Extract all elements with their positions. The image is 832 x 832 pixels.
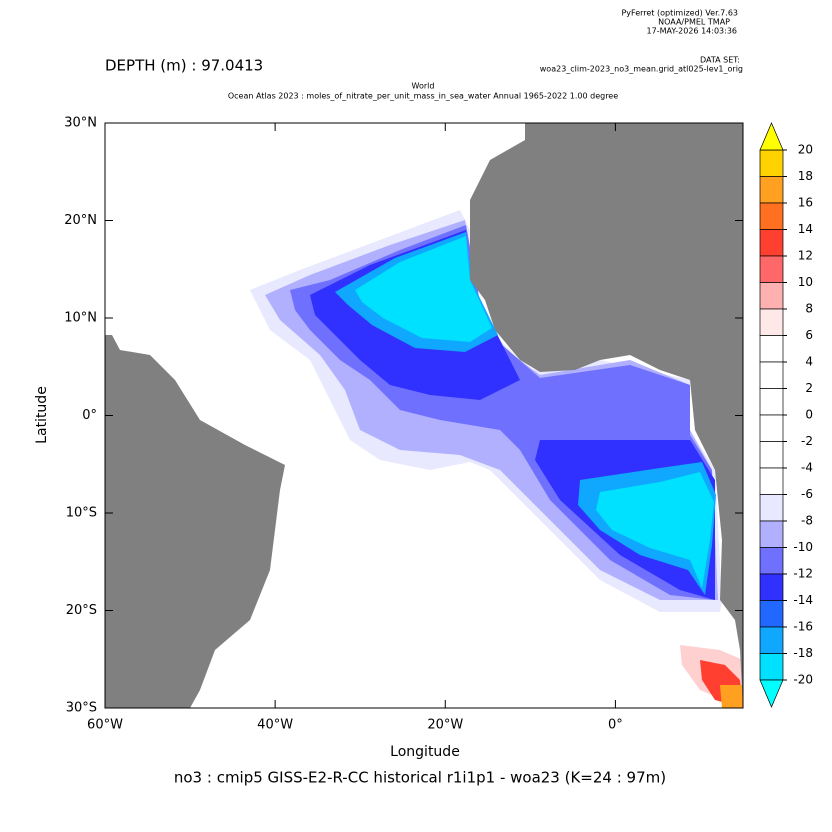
y-tick-label: 30°S xyxy=(66,701,97,716)
colorbar-box xyxy=(759,520,784,548)
colorbar-label: -6 xyxy=(801,487,813,501)
land xyxy=(105,123,743,708)
x-tick-label: 20°W xyxy=(427,718,463,733)
colorbar-box xyxy=(759,573,784,601)
colorbar-box xyxy=(759,414,784,442)
colorbar-box xyxy=(759,202,784,230)
software: PyFerret (optimized) Ver.7.63 xyxy=(621,9,738,18)
y-tick-label: 20°N xyxy=(64,213,97,228)
colorbar-label: 20 xyxy=(798,143,813,157)
colorbar-label: 16 xyxy=(798,196,813,210)
colorbar-box xyxy=(759,176,784,204)
colorbar-label: 8 xyxy=(805,302,813,316)
colorbar-box xyxy=(759,149,784,177)
south-america xyxy=(105,335,285,708)
colorbar-label: -16 xyxy=(793,620,813,634)
colorbar-box xyxy=(759,282,784,310)
colorbar-box xyxy=(759,547,784,575)
x-tick-label: 0° xyxy=(608,718,623,733)
colorbar-box xyxy=(759,600,784,628)
colorbar-label: -20 xyxy=(793,673,813,687)
field-region xyxy=(720,685,743,708)
x-tick-label: 40°W xyxy=(257,718,293,733)
y-tick-label: 10°N xyxy=(64,311,97,326)
colorbar-label: -2 xyxy=(801,434,813,448)
y-axis-label: Latitude xyxy=(34,386,50,444)
dataset: woa23_clim-2023_no3_mean.grid_atl025-lev… xyxy=(540,65,743,74)
colorbar-box xyxy=(759,441,784,469)
organization: NOAA/PMEL TMAP xyxy=(658,18,730,27)
colorbar-label: 18 xyxy=(798,169,813,183)
colorbar-label: -14 xyxy=(793,593,813,607)
colorbar-box xyxy=(759,653,784,681)
y-tick-label: 20°S xyxy=(66,603,97,618)
colorbar-box xyxy=(759,494,784,522)
colorbar-label: 2 xyxy=(805,381,813,395)
colorbar-label: 6 xyxy=(805,328,813,342)
colorbar-box xyxy=(759,467,784,495)
colorbar-label: -12 xyxy=(793,567,813,581)
colorbar-box xyxy=(759,361,784,389)
colorbar-label: 4 xyxy=(805,355,813,369)
colorbar-box xyxy=(759,626,784,654)
africa xyxy=(470,123,743,708)
title-line1: World xyxy=(412,82,435,91)
title-line2: Ocean Atlas 2023 : moles_of_nitrate_per_… xyxy=(228,92,618,101)
depth-label: DEPTH (m) : 97.0413 xyxy=(105,57,263,75)
y-tick-label: 30°N xyxy=(64,116,97,131)
y-tick-label: 10°S xyxy=(66,506,97,521)
colorbar-box xyxy=(759,308,784,336)
colorbar-label: 14 xyxy=(798,222,813,236)
colorbar-under xyxy=(759,679,784,708)
colorbar-over xyxy=(759,122,784,151)
field-region xyxy=(355,236,492,342)
colorbar-label: 10 xyxy=(798,275,813,289)
field-region xyxy=(596,472,714,588)
colorbar-label: -18 xyxy=(793,646,813,660)
field xyxy=(250,210,743,708)
colorbar-box xyxy=(759,335,784,363)
x-tick-label: 60°W xyxy=(87,718,123,733)
colorbar-label: 12 xyxy=(798,249,813,263)
y-tick-label: 0° xyxy=(82,408,97,423)
colorbar-box xyxy=(759,388,784,416)
colorbar-label: -8 xyxy=(801,514,813,528)
x-axis-label: Longitude xyxy=(390,744,460,760)
timestamp: 17-MAY-2026 14:03:36 xyxy=(647,27,737,36)
colorbar-label: -10 xyxy=(793,540,813,554)
dataset-label: DATA SET: xyxy=(700,56,740,65)
colorbar-label: -4 xyxy=(801,461,813,475)
caption: no3 : cmip5 GISS-E2-R-CC historical r1i1… xyxy=(174,769,666,787)
colorbar-box xyxy=(759,255,784,283)
colorbar-label: 0 xyxy=(805,408,813,422)
colorbar-box xyxy=(759,229,784,257)
